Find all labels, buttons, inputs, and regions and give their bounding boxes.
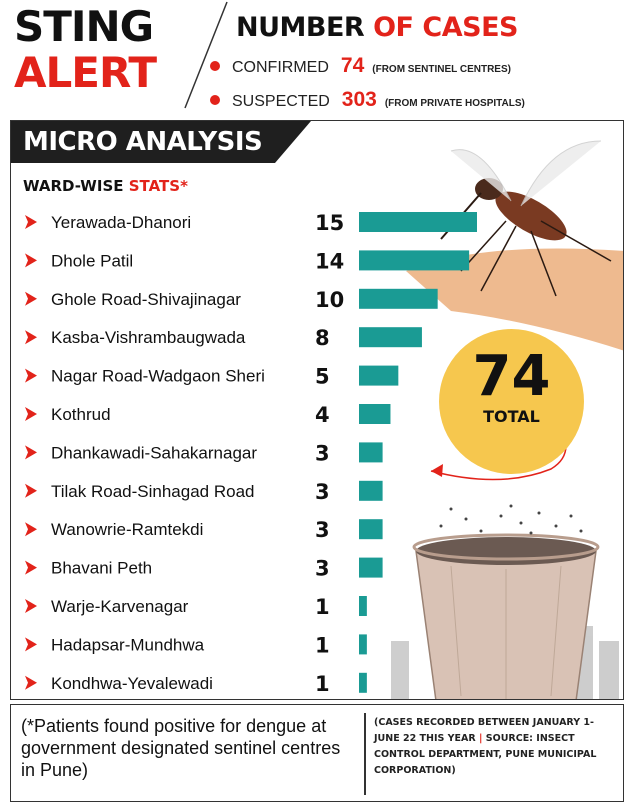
value-label: 10 bbox=[315, 288, 344, 312]
suspected-note: (FROM PRIVATE HOSPITALS) bbox=[384, 98, 525, 109]
row-arrow-icon bbox=[25, 330, 37, 345]
flies-swarm bbox=[439, 504, 583, 535]
confirmed-row: CONFIRMED 74 (FROM SENTINEL CENTRES) bbox=[210, 54, 511, 78]
number-of-cases-title: NUMBER OF CASES bbox=[236, 12, 518, 43]
bar bbox=[359, 212, 477, 232]
footer-source: (CASES RECORDED BETWEEN JANUARY 1-JUNE 2… bbox=[374, 715, 619, 779]
bar bbox=[359, 596, 367, 616]
decorative-artwork bbox=[391, 140, 623, 699]
row-arrow-icon bbox=[25, 215, 37, 229]
title-part1: NUMBER bbox=[236, 12, 374, 43]
category-label: Hadapsar-Mundhwa bbox=[51, 635, 205, 654]
value-label: 1 bbox=[315, 595, 330, 619]
micro-analysis-title: MICRO ANALYSIS bbox=[11, 121, 311, 163]
row-arrow-icon bbox=[25, 637, 37, 652]
bullet-icon bbox=[210, 61, 220, 71]
bar bbox=[359, 365, 399, 386]
suspected-row: SUSPECTED 303 (FROM PRIVATE HOSPITALS) bbox=[210, 88, 525, 112]
footer-divider bbox=[364, 713, 366, 795]
row-arrow-icon bbox=[25, 560, 37, 575]
category-label: Yerawada-Dhanori bbox=[51, 213, 191, 232]
bar bbox=[359, 557, 383, 578]
bar bbox=[359, 250, 470, 271]
sting-word: STING bbox=[14, 2, 154, 51]
footer-source-part1: (CASES RECORDED BETWEEN JANUARY 1-JUNE 2… bbox=[374, 717, 594, 744]
category-label: Kasba-Vishrambaugwada bbox=[51, 328, 246, 347]
divider-slash bbox=[184, 1, 228, 109]
bar bbox=[359, 442, 383, 463]
bullet-icon bbox=[210, 95, 220, 105]
bar bbox=[359, 519, 383, 540]
sting-alert-heading: STING ALERT bbox=[14, 2, 157, 97]
alert-word: ALERT bbox=[14, 48, 157, 97]
arrow-head-icon bbox=[431, 464, 443, 477]
category-label: Dhankawadi-Sahakarnagar bbox=[51, 443, 257, 462]
bar bbox=[359, 404, 391, 424]
total-circle: 74 TOTAL bbox=[439, 329, 584, 474]
micro-analysis-panel: MICRO ANALYSIS WARD-WISE STATS* Yerawada… bbox=[10, 120, 624, 700]
category-label: Tilak Road-Sinhagad Road bbox=[51, 482, 255, 501]
footer-source-part2: SOURCE: INSECT CONTROL DEPARTMENT, PUNE … bbox=[374, 733, 597, 776]
value-label: 5 bbox=[315, 365, 330, 389]
title-part2: OF CASES bbox=[373, 12, 518, 43]
ward-title-part2: STATS* bbox=[128, 177, 188, 195]
footer: (*Patients found positive for dengue at … bbox=[10, 704, 624, 802]
footer-source-sep: | bbox=[478, 733, 483, 744]
row-arrow-icon bbox=[25, 483, 37, 498]
row-arrow-icon bbox=[25, 368, 37, 383]
skin-shape bbox=[406, 248, 623, 351]
value-label: 3 bbox=[315, 518, 330, 542]
value-label: 3 bbox=[315, 441, 330, 465]
row-arrow-icon bbox=[25, 599, 37, 613]
value-label: 8 bbox=[315, 326, 330, 350]
bar bbox=[359, 288, 438, 309]
confirmed-note: (FROM SENTINEL CENTRES) bbox=[372, 64, 511, 75]
row-arrow-icon bbox=[25, 522, 37, 537]
total-label: TOTAL bbox=[483, 407, 540, 426]
value-label: 15 bbox=[315, 211, 344, 235]
row-arrow-icon bbox=[25, 675, 37, 690]
bar bbox=[359, 327, 422, 348]
category-label: Bhavani Peth bbox=[51, 559, 152, 578]
row-arrow-icon bbox=[25, 445, 37, 460]
category-label: Ghole Road-Shivajinagar bbox=[51, 290, 241, 309]
total-value: 74 bbox=[472, 344, 551, 409]
category-label: Wanowrie-Ramtekdi bbox=[51, 520, 203, 539]
row-arrow-icon bbox=[25, 407, 37, 421]
category-label: Warje-Karvenagar bbox=[51, 597, 189, 616]
value-label: 3 bbox=[315, 557, 330, 581]
category-label: Kothrud bbox=[51, 405, 111, 424]
bucket-icon bbox=[412, 533, 600, 699]
confirmed-label: CONFIRMED bbox=[232, 59, 329, 76]
suspected-value: 303 bbox=[341, 88, 377, 111]
category-label: Nagar Road-Wadgaon Sheri bbox=[51, 367, 265, 386]
ward-title-part1: WARD-WISE bbox=[23, 177, 129, 195]
value-label: 14 bbox=[315, 249, 344, 273]
value-label: 3 bbox=[315, 480, 330, 504]
category-label: Dhole Patil bbox=[51, 251, 133, 270]
bar bbox=[359, 634, 367, 655]
suspected-label: SUSPECTED bbox=[232, 93, 330, 110]
row-arrow-icon bbox=[25, 253, 37, 268]
bar bbox=[359, 480, 383, 501]
footer-footnote: (*Patients found positive for dengue at … bbox=[21, 716, 341, 780]
category-label: Kondhwa-Yevalewadi bbox=[51, 674, 213, 693]
row-arrow-icon bbox=[25, 291, 37, 306]
value-label: 4 bbox=[315, 403, 330, 427]
value-label: 1 bbox=[315, 672, 330, 696]
value-label: 1 bbox=[315, 633, 330, 657]
confirmed-value: 74 bbox=[340, 54, 365, 77]
bar bbox=[359, 672, 367, 693]
ward-wise-stats-title: WARD-WISE STATS* bbox=[23, 177, 188, 195]
